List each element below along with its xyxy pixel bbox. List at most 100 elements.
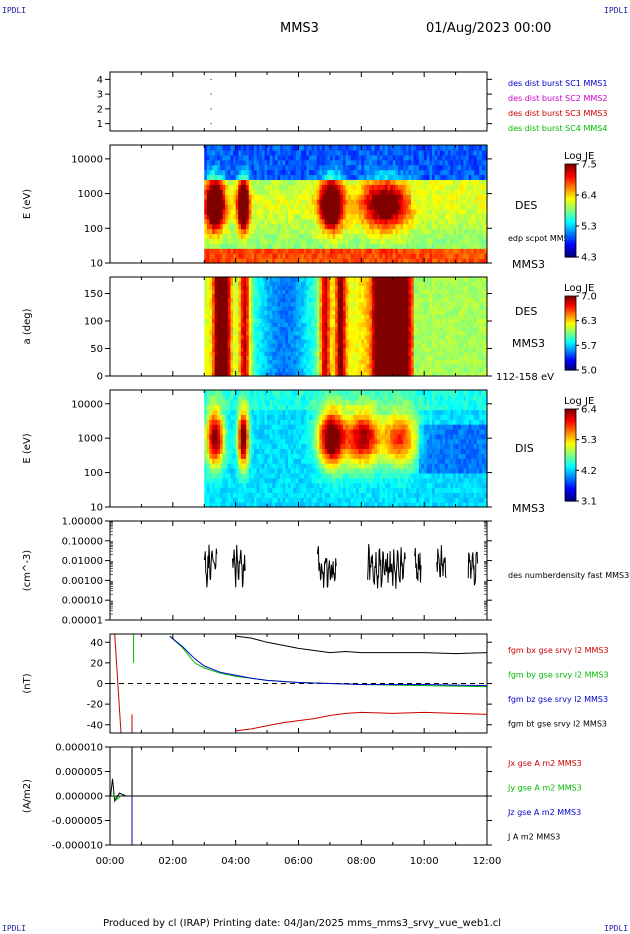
colorbar-band	[565, 193, 576, 196]
spectrogram-cell	[246, 305, 250, 311]
spectrogram-cell	[353, 289, 357, 295]
spectrogram-cell	[403, 169, 407, 176]
spectrogram-cell	[450, 233, 454, 240]
spectrogram-cell	[243, 322, 247, 328]
spectrogram-cell	[306, 154, 310, 161]
spectrogram-cell	[421, 326, 425, 332]
spectrogram-cell	[269, 318, 273, 323]
spectrogram-cell	[418, 363, 423, 369]
spectrogram-cell	[230, 314, 234, 319]
spectrogram-cell	[392, 334, 396, 340]
spectrogram-cell	[238, 281, 242, 286]
spectrogram-cell	[277, 169, 281, 176]
spectrogram-cell	[240, 248, 245, 254]
spectrogram-cell	[269, 223, 273, 230]
spectrogram-cell	[288, 281, 292, 286]
spectrogram-cell	[432, 305, 436, 311]
spectrogram-cell	[455, 199, 459, 205]
spectrogram-cell	[322, 204, 326, 210]
spectrogram-cell	[371, 218, 376, 225]
spectrogram-cell	[413, 301, 417, 307]
spectrogram-cell	[306, 297, 310, 303]
spectrogram-cell	[374, 184, 378, 190]
spectrogram-cell	[259, 351, 263, 356]
spectrogram-cell	[476, 164, 480, 171]
spectrogram-cell	[421, 228, 425, 235]
spectrogram-cell	[327, 204, 331, 210]
spectrogram-cell	[301, 228, 305, 235]
spectrogram-cell	[418, 204, 423, 210]
spectrogram-cell	[442, 285, 446, 290]
spectrogram-cell	[311, 355, 315, 361]
spectrogram-cell	[238, 204, 242, 210]
spectrogram-cell	[340, 343, 344, 348]
spectrogram-cell	[408, 174, 412, 181]
spectrogram-cell	[382, 363, 386, 369]
spectrogram-cell	[246, 351, 250, 356]
spectrogram-cell	[319, 305, 323, 311]
spectrogram-cell	[319, 228, 323, 235]
spectrogram-cell	[397, 326, 402, 332]
spectrogram-cell	[350, 194, 355, 200]
spectrogram-cell	[295, 314, 300, 319]
spectrogram-cell	[316, 347, 321, 352]
spectrogram-cell	[322, 145, 326, 151]
spectrogram-cell	[206, 318, 211, 323]
spectrogram-cell	[481, 258, 485, 264]
spectrogram-cell	[434, 194, 438, 200]
spectrogram-cell	[424, 318, 428, 323]
spectrogram-cell	[479, 164, 483, 171]
colorbar-band	[565, 196, 576, 199]
spectrogram-cell	[295, 285, 300, 290]
spectrogram-cell	[314, 355, 318, 361]
spectrogram-cell	[230, 343, 234, 348]
spectrogram-cell	[384, 204, 389, 210]
spectrogram-cell	[322, 233, 326, 240]
spectrogram-cell	[280, 371, 284, 377]
spectrogram-cell	[345, 293, 349, 299]
spectrogram-cell	[345, 228, 349, 235]
spectrogram-cell	[248, 310, 252, 315]
spectrogram-cell	[460, 213, 465, 220]
spectrogram-cell	[240, 363, 245, 369]
spectrogram-cell	[392, 208, 396, 215]
spectrogram-cell	[280, 367, 284, 373]
spectrogram-cell	[301, 258, 305, 264]
spectrogram-cell	[411, 169, 415, 176]
spectrogram-cell	[387, 351, 391, 356]
spectrogram-cell	[437, 213, 441, 220]
spectrogram-cell	[212, 184, 216, 190]
spectrogram-cell	[264, 334, 268, 340]
spectrogram-cell	[248, 367, 252, 373]
spectrogram-cell	[353, 194, 357, 200]
spectrogram-cell	[384, 164, 389, 171]
spectrogram-cell	[353, 371, 357, 377]
spectrogram-cell	[267, 189, 271, 195]
spectrogram-cell	[479, 184, 483, 190]
spectrogram-cell	[361, 318, 365, 323]
spectrogram-cell	[298, 343, 302, 348]
spectrogram-cell	[363, 347, 368, 352]
spectrogram-cell	[345, 189, 349, 195]
spectrogram-cell	[219, 238, 224, 244]
spectrogram-cell	[439, 228, 444, 235]
spectrogram-cell	[212, 326, 216, 332]
spectrogram-cell	[285, 149, 289, 156]
spectrogram-cell	[311, 293, 315, 299]
spectrogram-cell	[358, 169, 362, 176]
spectrogram-cell	[397, 248, 402, 254]
spectrogram-cell	[405, 371, 410, 377]
spectrogram-cell	[395, 228, 399, 235]
spectrogram-cell	[282, 367, 287, 373]
spectrogram-cell	[411, 184, 415, 190]
spectrogram-cell	[214, 367, 218, 373]
spectrogram-cell	[382, 322, 386, 328]
spectrogram-cell	[387, 253, 391, 259]
colorbar-band	[565, 184, 576, 187]
spectrogram-cell	[397, 322, 402, 328]
spectrogram-cell	[233, 199, 237, 205]
spectrogram-cell	[413, 310, 417, 315]
spectrogram-cell	[277, 289, 281, 295]
spectrogram-cell	[327, 233, 331, 240]
spectrogram-cell	[405, 285, 410, 290]
